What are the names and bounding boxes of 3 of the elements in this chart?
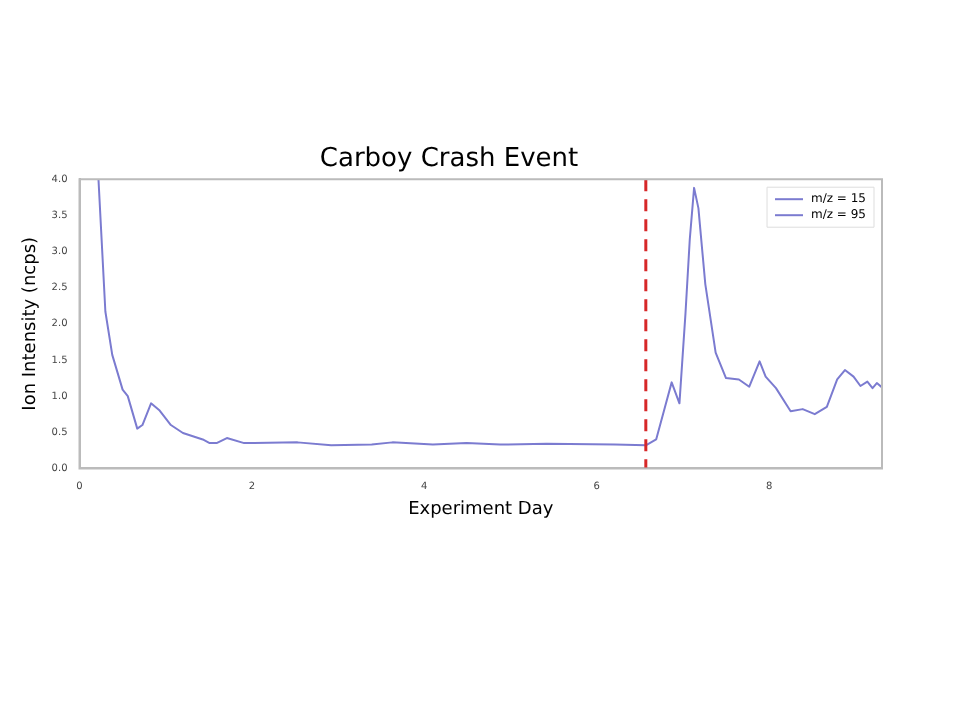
x-axis-title: Experiment Day: [408, 499, 555, 520]
chart-title: Carboy Crash Event: [319, 144, 579, 175]
y-axis-title: Ion Intensity (ncps): [21, 236, 42, 411]
